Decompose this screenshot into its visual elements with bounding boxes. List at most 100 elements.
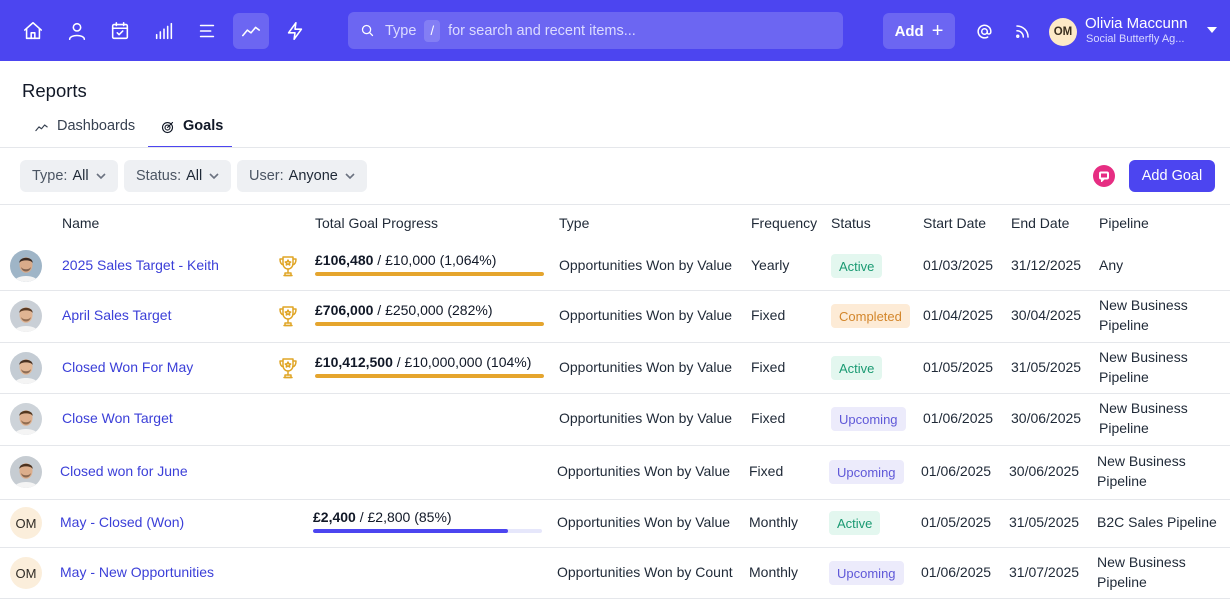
user-menu-caret-icon[interactable] xyxy=(1207,27,1217,33)
status-badge: Active xyxy=(829,511,881,535)
owner-avatar xyxy=(10,352,42,384)
table-top-border xyxy=(0,204,1230,205)
goal-frequency: Monthly xyxy=(749,564,799,580)
chevron-down-icon xyxy=(96,173,106,180)
goal-frequency: Fixed xyxy=(751,410,786,426)
goal-name-link[interactable]: 2025 Sales Target - Keith xyxy=(62,257,219,273)
pipeline-name: New Business Pipeline xyxy=(1097,453,1186,489)
start-date: 01/04/2025 xyxy=(923,307,994,323)
progress-current-value: £706,000 xyxy=(315,302,374,318)
column-header-pipeline[interactable]: Pipeline xyxy=(1099,215,1149,231)
goal-progress-fill xyxy=(315,374,544,378)
row-divider xyxy=(0,598,1230,599)
search-input[interactable]: Type / for search and recent items... xyxy=(348,12,843,49)
status-badge: Upcoming xyxy=(829,460,904,484)
rss-feed-icon[interactable] xyxy=(1010,19,1034,43)
goal-progress-fill xyxy=(315,272,544,276)
goal-name-link[interactable]: April Sales Target xyxy=(62,307,172,323)
goal-type: Opportunities Won by Value xyxy=(559,257,733,273)
add-button-label: Add xyxy=(894,22,924,40)
goal-frequency: Yearly xyxy=(751,257,790,273)
goal-progress-bar xyxy=(315,374,544,378)
column-header-end-date[interactable]: End Date xyxy=(1011,215,1070,231)
goal-progress-bar xyxy=(315,272,544,276)
divider xyxy=(0,147,1230,148)
goal-progress-text: £106,480 / £10,000 (1,064%) xyxy=(315,252,496,268)
tab-dashboards[interactable]: Dashboards xyxy=(34,118,135,148)
user-filter-dropdown[interactable]: User: Anyone xyxy=(237,160,367,192)
add-goal-button[interactable]: Add Goal xyxy=(1129,160,1215,192)
goal-progress-bar xyxy=(315,322,544,326)
pipeline-name: New Business Pipeline xyxy=(1099,400,1188,436)
goal-type: Opportunities Won by Value xyxy=(557,514,731,530)
column-header-status[interactable]: Status xyxy=(831,215,871,231)
goal-progress-text: £2,400 / £2,800 (85%) xyxy=(313,509,452,525)
plus-icon: + xyxy=(931,20,944,42)
bar-chart-icon[interactable] xyxy=(146,13,182,49)
owner-avatar xyxy=(10,250,42,282)
status-filter-dropdown[interactable]: Status: All xyxy=(124,160,232,192)
row-divider xyxy=(0,342,1230,343)
user-name[interactable]: Olivia Maccunn xyxy=(1085,15,1188,32)
target-icon xyxy=(161,121,174,134)
user-icon[interactable] xyxy=(59,13,95,49)
trophy-icon xyxy=(277,356,299,380)
tab-goals[interactable]: Goals xyxy=(160,118,223,148)
add-button[interactable]: Add + xyxy=(883,13,955,49)
lightning-icon[interactable] xyxy=(277,13,313,49)
goal-name-link[interactable]: Closed won for June xyxy=(60,463,188,479)
user-avatar[interactable]: OM xyxy=(1049,18,1077,46)
at-mention-icon[interactable] xyxy=(972,19,996,43)
pipeline-name: New Business Pipeline xyxy=(1097,554,1186,590)
goal-progress-fill xyxy=(315,322,544,326)
home-icon[interactable] xyxy=(15,13,51,49)
owner-avatar xyxy=(10,403,42,435)
calendar-check-icon[interactable] xyxy=(102,13,138,49)
goal-name-link[interactable]: May - New Opportunities xyxy=(60,564,215,580)
owner-avatar: OM xyxy=(10,557,42,589)
goal-name-link[interactable]: Closed Won For May xyxy=(62,359,194,375)
progress-target-value: / £250,000 (282%) xyxy=(373,302,493,318)
end-date: 31/05/2025 xyxy=(1009,514,1080,530)
goal-frequency: Monthly xyxy=(749,514,799,530)
status-badge: Upcoming xyxy=(829,561,904,585)
goal-progress-text: £706,000 / £250,000 (282%) xyxy=(315,302,493,318)
goal-type: Opportunities Won by Value xyxy=(559,359,733,375)
status-badge: Upcoming xyxy=(831,407,906,431)
list-icon[interactable] xyxy=(189,13,225,49)
chevron-down-icon xyxy=(345,173,355,180)
goal-progress-text: £10,412,500 / £10,000,000 (104%) xyxy=(315,354,531,370)
start-date: 01/06/2025 xyxy=(921,463,992,479)
search-shortcut-key: / xyxy=(424,19,441,42)
row-divider xyxy=(0,547,1230,548)
status-badge: Active xyxy=(831,356,883,380)
goal-frequency: Fixed xyxy=(751,307,786,323)
column-header-type[interactable]: Type xyxy=(559,215,590,231)
column-header-progress[interactable]: Total Goal Progress xyxy=(315,215,438,231)
goal-progress-fill xyxy=(313,529,508,533)
progress-current-value: £2,400 xyxy=(313,509,356,525)
page-title: Reports xyxy=(22,80,87,101)
column-header-name[interactable]: Name xyxy=(62,215,100,231)
chat-icon[interactable] xyxy=(1093,165,1115,187)
start-date: 01/03/2025 xyxy=(923,257,994,273)
search-placeholder: for search and recent items... xyxy=(448,22,636,39)
pipeline-name: B2C Sales Pipeline xyxy=(1097,514,1217,530)
pipeline-name: New Business Pipeline xyxy=(1099,297,1188,333)
filter-value: All xyxy=(186,168,203,184)
owner-avatar xyxy=(10,456,42,488)
goal-name-link[interactable]: Close Won Target xyxy=(62,410,173,426)
owner-avatar xyxy=(10,300,42,332)
column-header-start-date[interactable]: Start Date xyxy=(923,215,987,231)
column-header-frequency[interactable]: Frequency xyxy=(751,215,818,231)
user-company: Social Butterfly Ag... xyxy=(1086,33,1185,45)
type-filter-dropdown[interactable]: Type: All xyxy=(20,160,118,192)
tab-label: Dashboards xyxy=(57,118,136,134)
progress-current-value: £10,412,500 xyxy=(315,354,393,370)
goal-name-link[interactable]: May - Closed (Won) xyxy=(60,514,185,530)
progress-current-value: £106,480 xyxy=(315,252,374,268)
search-icon xyxy=(361,24,374,37)
start-date: 01/05/2025 xyxy=(921,514,992,530)
goal-frequency: Fixed xyxy=(749,463,784,479)
trend-line-icon[interactable] xyxy=(233,13,269,49)
